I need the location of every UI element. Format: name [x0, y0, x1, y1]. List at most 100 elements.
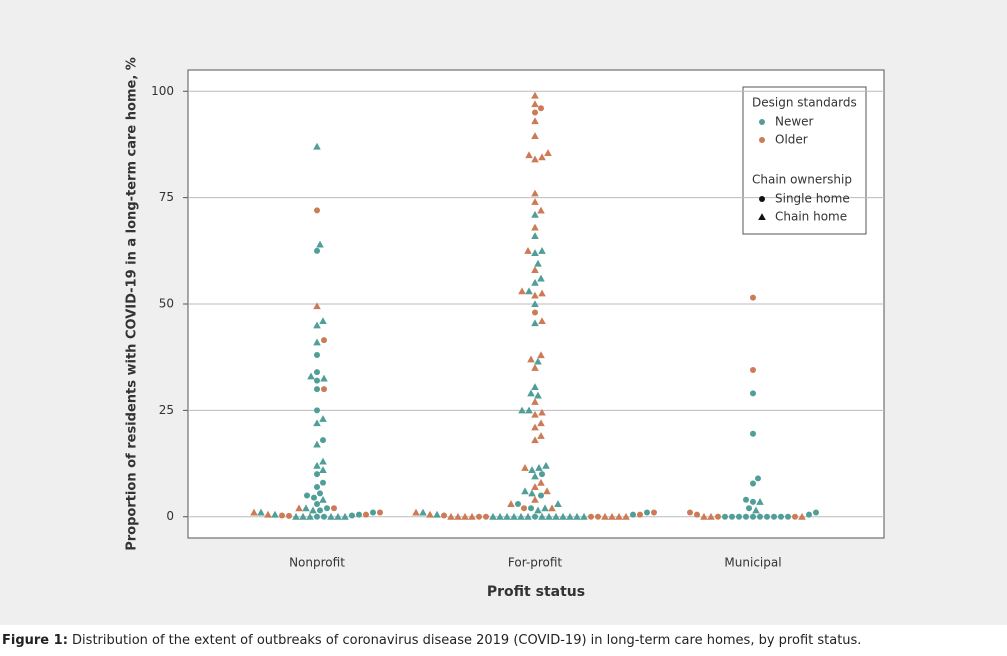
point: [750, 498, 756, 505]
point: [489, 512, 497, 520]
point: [757, 513, 763, 520]
point: [314, 471, 320, 478]
point: [426, 510, 434, 518]
point: [531, 189, 539, 197]
point: [521, 464, 529, 471]
legend: Design standards Chain ownership: [742, 86, 867, 235]
legend-box: [742, 86, 867, 235]
point: [534, 391, 542, 399]
point: [538, 153, 546, 161]
point: [320, 479, 326, 486]
point: [264, 510, 272, 518]
point: [321, 513, 327, 520]
point: [515, 500, 521, 507]
point: [527, 355, 535, 363]
point: [313, 338, 321, 346]
point: [537, 351, 545, 359]
point: [468, 512, 476, 520]
point: [538, 408, 546, 416]
point: [356, 511, 362, 518]
point: [531, 91, 539, 99]
point: [319, 317, 327, 325]
point: [531, 132, 539, 139]
point: [314, 500, 320, 507]
point: [314, 352, 320, 359]
point: [521, 505, 527, 512]
point: [630, 511, 636, 518]
point: [707, 512, 715, 520]
point: [528, 505, 534, 512]
point: [542, 461, 550, 469]
point: [532, 309, 538, 316]
y-tick-label: 100: [151, 84, 174, 98]
point: [412, 508, 420, 516]
point: [528, 466, 536, 473]
caption-label: Figure 1:: [2, 633, 68, 648]
point: [534, 259, 542, 267]
y-tick-label: 50: [159, 297, 174, 311]
point: [545, 512, 553, 520]
point: [531, 300, 539, 308]
point: [608, 512, 616, 520]
point: [314, 483, 320, 490]
point: [764, 513, 770, 520]
point: [496, 512, 504, 520]
point: [286, 512, 292, 519]
point: [806, 511, 812, 518]
point: [377, 509, 383, 516]
point: [314, 513, 320, 520]
point: [531, 423, 539, 431]
point: [531, 117, 539, 125]
x-axis-label: Profit status: [487, 584, 585, 600]
point: [476, 513, 482, 520]
point: [538, 247, 546, 254]
legend-swatch: [759, 196, 765, 202]
point: [313, 142, 321, 150]
point: [419, 508, 427, 516]
point: [750, 513, 756, 520]
point: [537, 419, 545, 427]
point: [257, 508, 265, 516]
point: [785, 513, 791, 520]
point: [363, 511, 369, 518]
point: [507, 500, 515, 508]
point: [743, 496, 749, 503]
point: [792, 513, 798, 520]
point: [370, 509, 376, 516]
point: [531, 436, 539, 444]
point: [531, 398, 539, 405]
point: [531, 210, 539, 218]
point: [319, 466, 327, 473]
point: [531, 495, 539, 503]
x-tick-label: For-profit: [508, 556, 563, 570]
point: [531, 249, 539, 256]
caption: Figure 1: Distribution of the extent of …: [2, 633, 861, 648]
legend-swatch: [759, 137, 765, 143]
point: [752, 506, 760, 514]
point: [531, 383, 539, 391]
point: [644, 509, 650, 516]
point: [700, 512, 708, 520]
point: [580, 512, 588, 520]
point: [532, 513, 538, 520]
point: [539, 471, 545, 478]
point: [292, 512, 300, 520]
point: [543, 487, 551, 495]
chart: Proportion of residents with COVID-19 in…: [125, 57, 885, 600]
y-tick-label: 25: [159, 403, 174, 417]
point: [750, 430, 756, 437]
point: [524, 247, 532, 254]
point: [314, 377, 320, 384]
legend-swatch: [759, 119, 765, 125]
point: [324, 505, 330, 512]
point: [525, 151, 533, 159]
point: [531, 223, 539, 231]
legend-title: Chain ownership: [752, 173, 852, 187]
point: [314, 386, 320, 393]
point: [531, 472, 539, 480]
point: [447, 512, 455, 520]
legend-label: Older: [775, 133, 808, 147]
point: [573, 512, 581, 520]
point: [538, 512, 546, 520]
